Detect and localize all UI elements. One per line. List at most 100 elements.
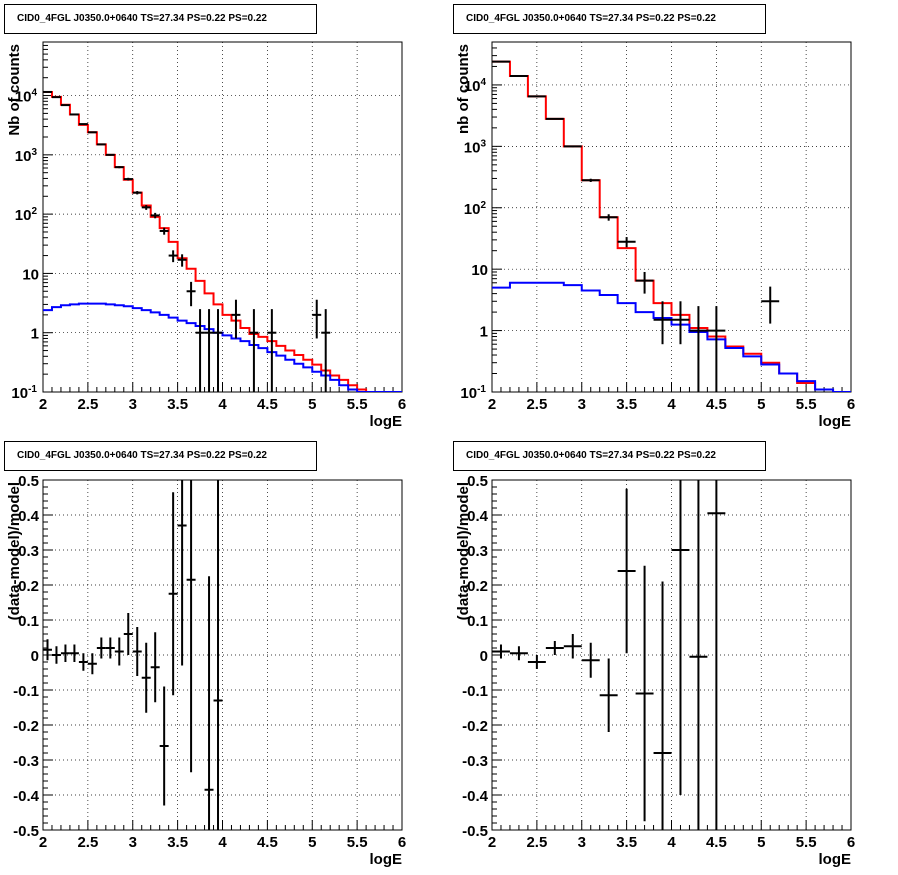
data-point — [707, 480, 726, 830]
x-tick-label: 2.5 — [77, 396, 98, 413]
data-point — [527, 655, 546, 669]
data-point — [599, 214, 618, 221]
y-tick-label: 102 — [464, 200, 487, 218]
y-tick-label: 10 — [471, 262, 488, 279]
grid — [492, 42, 851, 392]
data-point — [78, 123, 88, 126]
y-tick-label: -0.2 — [462, 718, 488, 735]
data-point — [545, 117, 564, 120]
x-tick-label: 2 — [488, 396, 496, 413]
y-axis-label: (data-model)/model — [455, 482, 472, 620]
data-point — [231, 299, 241, 339]
data-point — [168, 492, 178, 696]
y-ticks — [492, 41, 502, 393]
data-point — [707, 306, 726, 392]
data-point — [545, 641, 564, 655]
x-ticks — [42, 820, 403, 830]
x-tick-label: 3 — [578, 396, 586, 413]
data-point — [51, 96, 61, 99]
y-tick-label: 104 — [464, 77, 487, 95]
grid — [43, 480, 402, 830]
y-axis-label: nb of counts — [455, 44, 472, 134]
x-ticks — [491, 820, 852, 830]
data-point — [96, 143, 106, 146]
x-tick-label: 6 — [398, 396, 406, 413]
y-tick-label: 0 — [480, 648, 488, 665]
series-step-1 — [492, 281, 851, 392]
x-tick-label: 5 — [757, 834, 765, 851]
y-tick-label: 0.1 — [18, 613, 39, 630]
data-point — [186, 480, 196, 773]
data-point — [617, 237, 636, 248]
x-tick-label: 2 — [488, 834, 496, 851]
x-tick-label: 6 — [398, 834, 406, 851]
x-tick-label: 4.5 — [706, 834, 727, 851]
data-point — [69, 113, 79, 116]
y-tick-label: -0.4 — [462, 788, 489, 805]
y-axis-label: Nb of counts — [6, 44, 23, 136]
data-point — [105, 153, 115, 156]
data-point — [159, 227, 169, 235]
data-point — [168, 250, 178, 263]
data-point — [60, 104, 70, 107]
y-tick-label: 10-1 — [11, 384, 37, 402]
data-point — [267, 309, 277, 392]
y-tick-label: 103 — [464, 138, 487, 156]
data-point — [204, 309, 214, 392]
y-tick-label: 10-1 — [460, 384, 486, 402]
data-point — [204, 576, 214, 830]
data-point — [635, 271, 654, 294]
x-tick-label: 5 — [308, 834, 316, 851]
data-point — [186, 281, 196, 307]
data-point — [563, 634, 582, 659]
y-tick-label: -0.1 — [13, 683, 39, 700]
data-point — [123, 613, 133, 655]
x-tick-label: 3.5 — [167, 834, 188, 851]
data-point — [249, 309, 259, 392]
data-point — [87, 653, 97, 675]
y-tick-label: 0.5 — [467, 473, 488, 490]
y-tick-label: 0.4 — [467, 508, 489, 525]
y-axis-label: (data-model)/model — [6, 482, 23, 620]
data-point — [492, 644, 510, 659]
y-tick-label: 10 — [22, 266, 39, 283]
y-ticks — [43, 479, 53, 831]
data-point — [96, 637, 106, 659]
data-point — [141, 205, 151, 210]
x-tick-label: 4 — [667, 396, 676, 413]
data-point — [563, 145, 582, 148]
y-tick-label: 103 — [15, 147, 38, 165]
data-point — [653, 301, 672, 345]
x-tick-label: 4.5 — [257, 834, 278, 851]
data-point — [69, 644, 79, 662]
data-point — [599, 658, 618, 732]
x-tick-label: 2.5 — [77, 834, 98, 851]
x-tick-label: 5.5 — [796, 834, 817, 851]
y-tick-label: -0.5 — [13, 823, 39, 840]
series-group — [492, 60, 851, 392]
panel-title-4: CID0_4FGL J0350.0+0640 TS=27.34 PS=0.22 … — [453, 441, 766, 471]
y-ticks — [43, 41, 53, 393]
x-tick-label: 6 — [847, 834, 855, 851]
data-point — [195, 309, 205, 392]
x-tick-label: 2 — [39, 396, 47, 413]
data-point — [761, 286, 780, 324]
x-tick-label: 2 — [39, 834, 47, 851]
data-point — [132, 191, 142, 195]
y-tick-label: 1 — [480, 324, 488, 341]
y-tick-label: -0.2 — [13, 718, 39, 735]
x-tick-label: 3.5 — [167, 396, 188, 413]
data-point — [78, 653, 88, 671]
y-tick-label: -0.4 — [13, 788, 40, 805]
x-axis-label: logE — [370, 413, 403, 430]
data-point — [581, 178, 600, 182]
x-tick-label: 4 — [218, 396, 227, 413]
data-point — [635, 565, 654, 822]
x-axis-label: logE — [370, 851, 403, 868]
y-ticks — [492, 479, 502, 831]
data-point — [43, 639, 52, 661]
x-tick-label: 5.5 — [796, 396, 817, 413]
grid — [43, 42, 402, 392]
data-point — [51, 646, 61, 664]
data-point — [509, 646, 528, 661]
